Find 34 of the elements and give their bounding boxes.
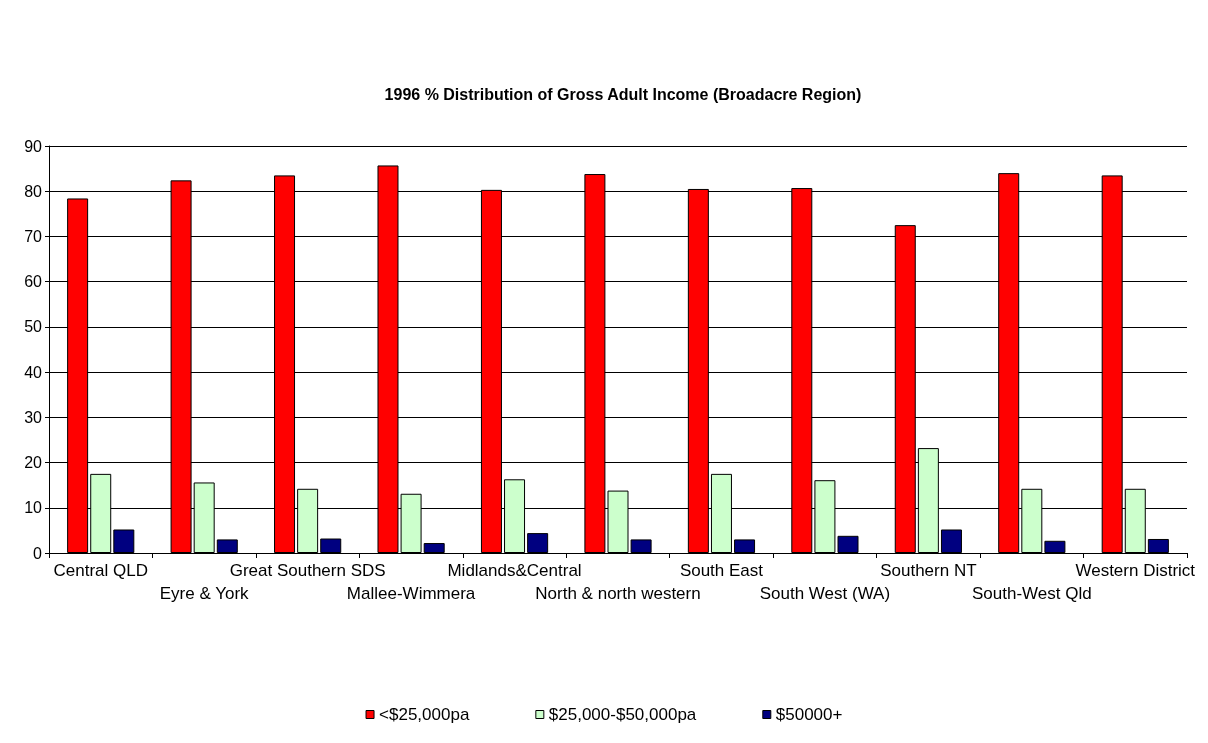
legend-label: $50000+ — [775, 705, 843, 724]
bar — [527, 533, 549, 553]
y-tick-label: 40 — [24, 363, 43, 381]
bar — [320, 538, 342, 553]
y-tick-label: 10 — [24, 499, 43, 517]
y-tick-label: 90 — [24, 137, 43, 155]
x-tick-label: South-West Qld — [971, 584, 1092, 603]
x-tick-label: Southern NT — [880, 561, 977, 580]
y-tick-label: 50 — [24, 318, 43, 336]
bar — [734, 539, 756, 553]
x-tick-label: Mallee-Wimmera — [346, 584, 476, 603]
bar — [216, 539, 238, 553]
x-tick-label: Western District — [1075, 561, 1196, 580]
x-tick-label: North & north western — [535, 584, 701, 603]
x-tick-label: Midlands&Central — [447, 561, 582, 580]
legend-label: <$25,000pa — [379, 705, 470, 724]
x-tick-label: South East — [679, 561, 764, 580]
y-tick-label: 70 — [24, 227, 43, 245]
x-tick-label: Central QLD — [53, 561, 148, 580]
y-tick-label: 30 — [24, 408, 43, 426]
bar — [423, 543, 445, 553]
y-tick-label: 80 — [24, 182, 43, 200]
legend-label: $25,000-$50,000pa — [548, 705, 697, 724]
y-tick-label: 60 — [24, 273, 43, 291]
chart-title: 1996 % Distribution of Gross Adult Income (Broadacre Region) — [384, 85, 862, 103]
y-tick-label: 20 — [24, 454, 43, 472]
x-tick-label: Eyre & York — [159, 584, 250, 603]
bar — [113, 529, 135, 553]
x-tick-label: Great Southern SDS — [229, 561, 386, 580]
bar — [1147, 538, 1169, 553]
bar — [1044, 540, 1066, 553]
y-tick-label: 0 — [33, 544, 43, 562]
bar — [940, 529, 962, 553]
x-tick-label: South West (WA) — [759, 584, 891, 603]
